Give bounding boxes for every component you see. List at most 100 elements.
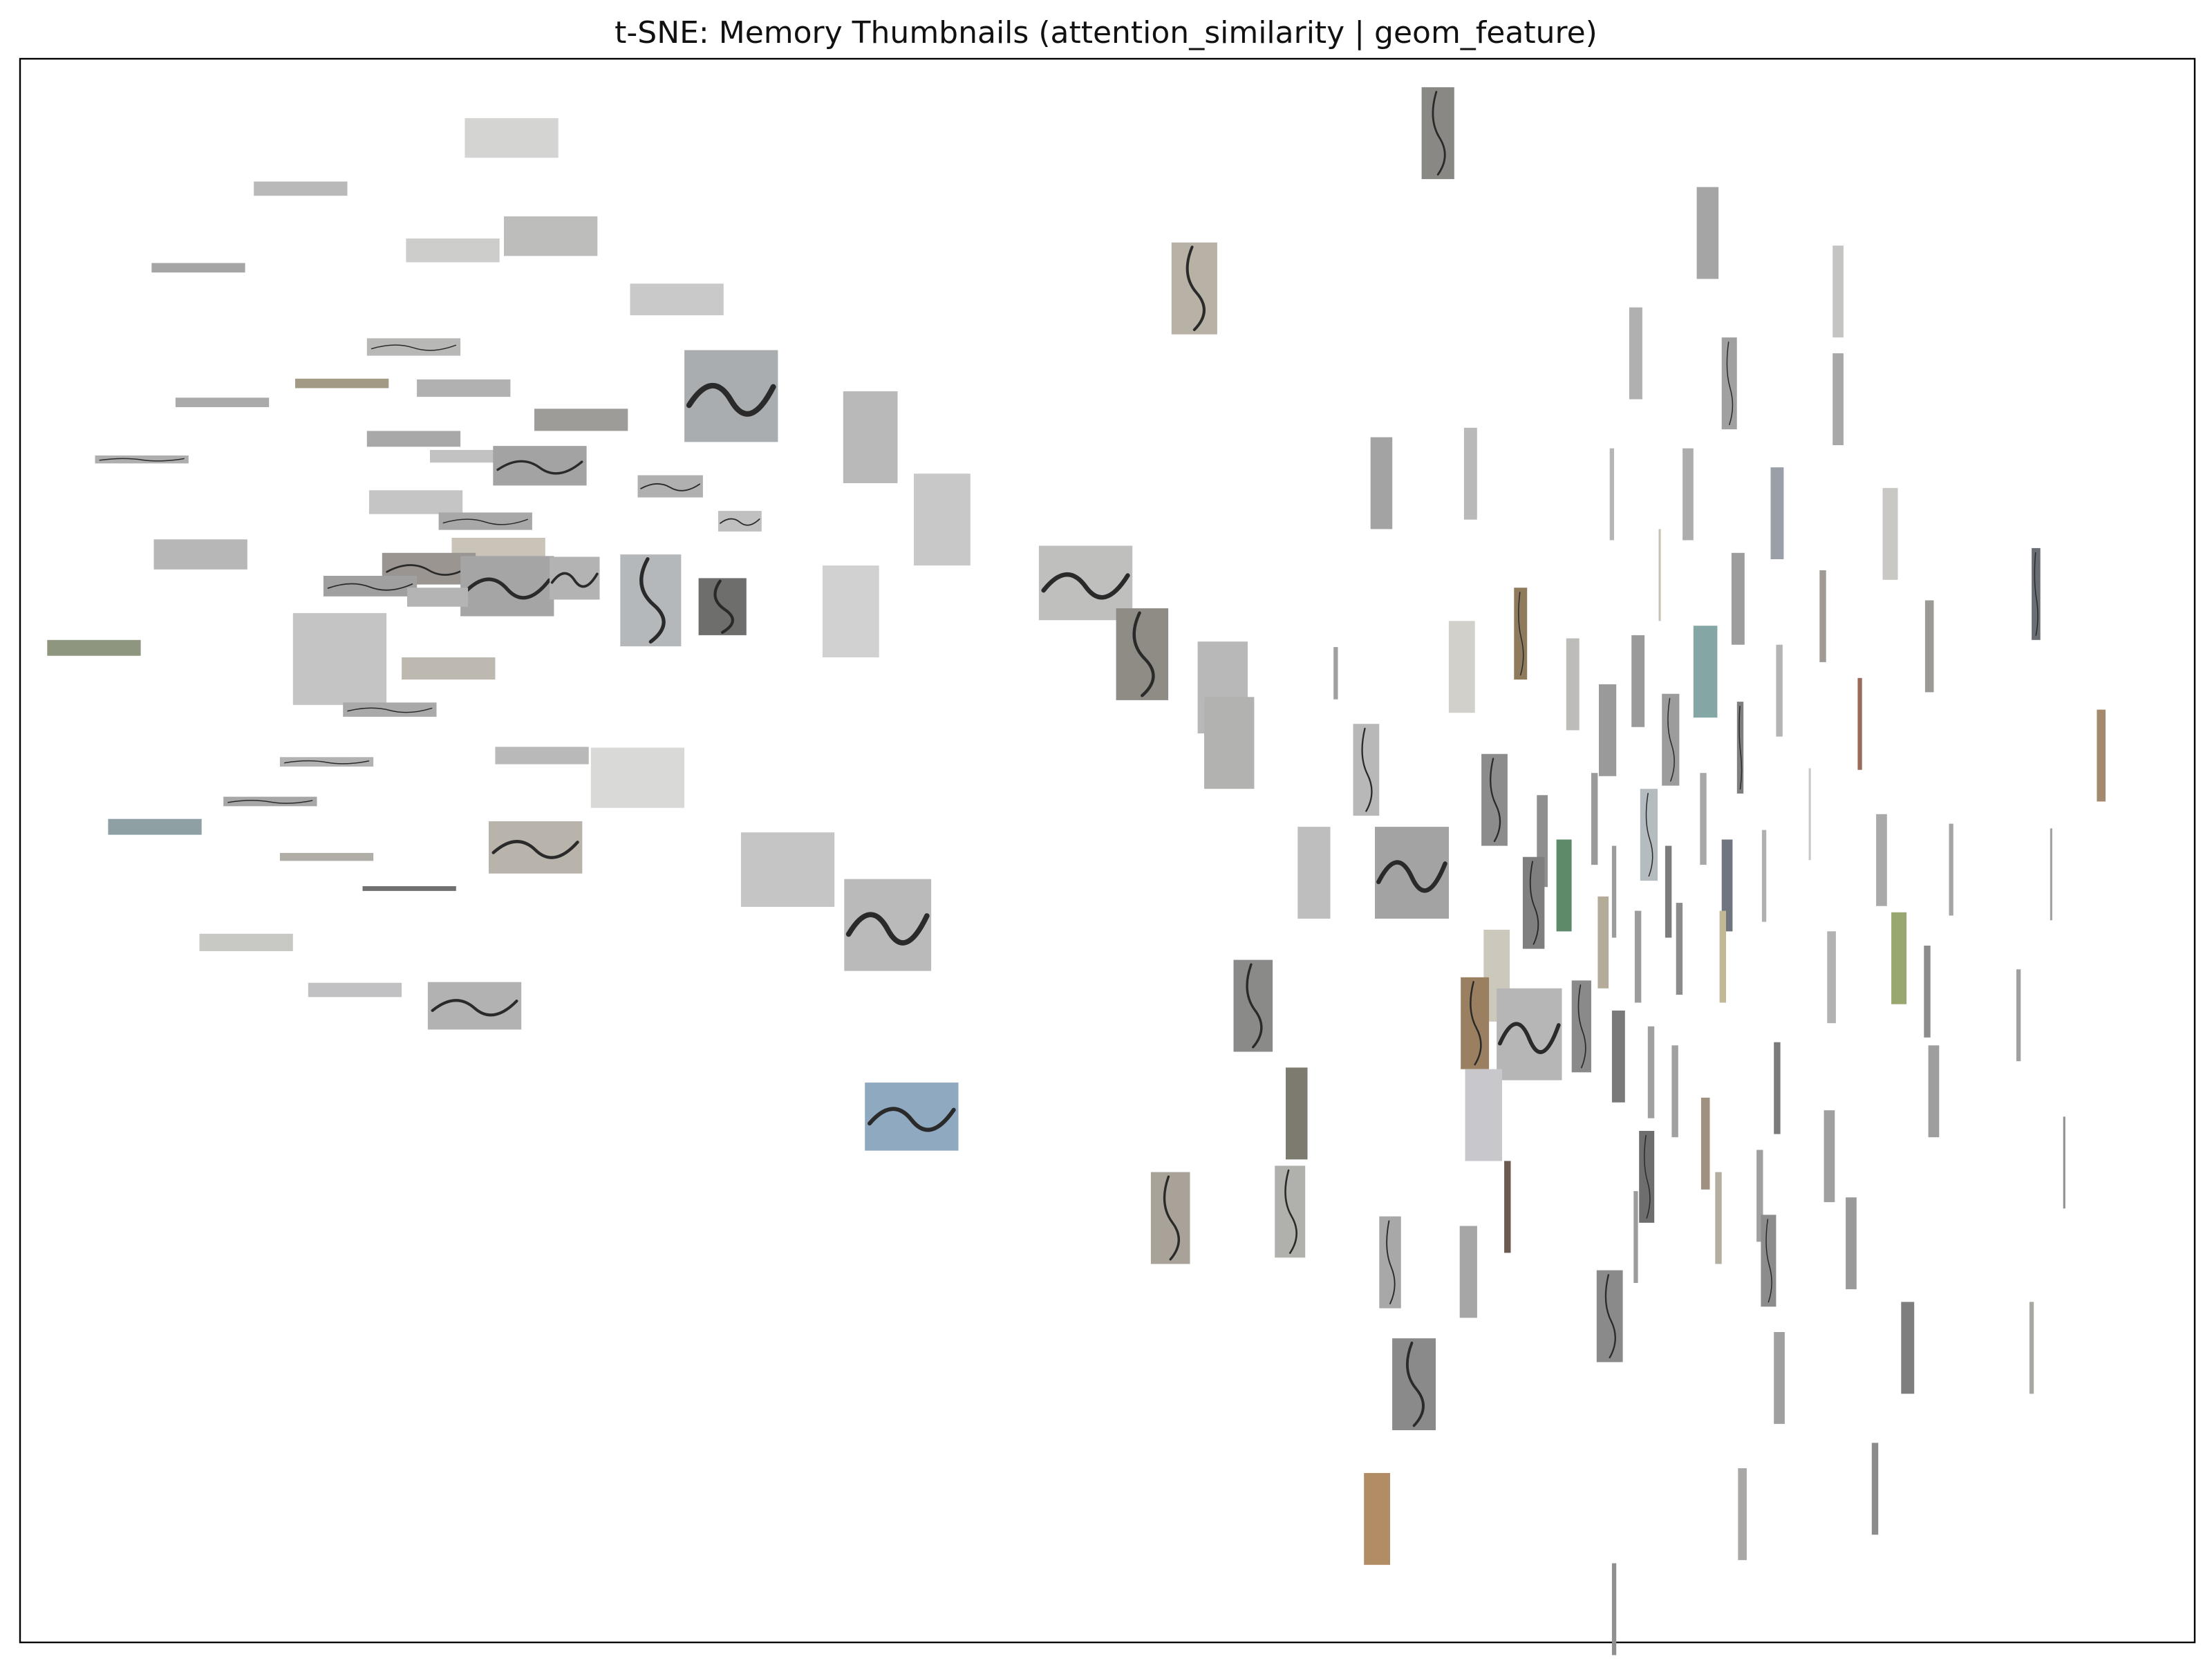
- thumbnail-point: [1824, 1110, 1835, 1203]
- thumbnail-point: [279, 852, 374, 861]
- crack-line: [1765, 1219, 1772, 1303]
- thumbnail-point: [718, 511, 762, 532]
- thumbnail-image: [1928, 1045, 1940, 1138]
- thumbnail-image: [406, 238, 500, 263]
- thumbnail-image: [1924, 600, 1934, 693]
- thumbnail-image: [1647, 1026, 1655, 1118]
- thumbnail-point: [279, 757, 374, 767]
- thumbnail-image: [1671, 1045, 1678, 1138]
- thumbnail-image: [1693, 626, 1718, 718]
- thumbnail-image: [1761, 830, 1767, 922]
- thumbnail-point: [1591, 773, 1598, 865]
- thumbnail-image: [2097, 709, 2106, 802]
- thumbnail-image: [1364, 1472, 1390, 1565]
- thumbnail-image: [504, 216, 598, 256]
- thumbnail-image: [1738, 1468, 1747, 1560]
- thumbnail-image: [1611, 1563, 1617, 1656]
- thumbnail-image: [1901, 1302, 1915, 1394]
- thumbnail-point: [1481, 753, 1508, 846]
- thumbnail-image: [1504, 1161, 1511, 1253]
- thumbnail-image: [1924, 946, 1931, 1038]
- thumbnail-image: [279, 852, 374, 861]
- thumbnail-image: [1204, 697, 1255, 789]
- thumbnail-point: [1857, 677, 1862, 770]
- crack-line: [1386, 1220, 1396, 1304]
- thumbnail-point: [417, 379, 511, 397]
- thumbnail-point: [223, 796, 317, 807]
- thumbnail-image: [1949, 823, 1953, 916]
- thumbnail-image: [1719, 910, 1726, 1003]
- thumbnail-point: [1204, 697, 1255, 789]
- thumbnail-point: [343, 702, 437, 717]
- thumbnail-image: [465, 118, 559, 158]
- thumbnail-image: [822, 565, 879, 657]
- crack-line: [639, 557, 666, 644]
- thumbnail-point: [1700, 1097, 1710, 1190]
- thumbnail-point: [1658, 529, 1661, 621]
- thumbnail-point: [489, 821, 583, 874]
- thumbnail-point: [1504, 1161, 1511, 1253]
- thumbnail-point: [295, 378, 389, 388]
- thumbnail-point: [1736, 702, 1744, 794]
- thumbnail-point: [1379, 1216, 1401, 1309]
- thumbnail-point: [1634, 910, 1642, 1003]
- crack-line: [431, 999, 518, 1017]
- crack-line: [1246, 963, 1263, 1049]
- thumbnail-point: [1808, 768, 1811, 861]
- thumbnail-point: [1497, 988, 1562, 1080]
- thumbnail-point: [151, 263, 245, 273]
- crack-line: [1738, 706, 1743, 790]
- thumbnail-point: [865, 1082, 959, 1151]
- thumbnail-point: [1846, 1197, 1857, 1290]
- thumbnail-point: [1375, 827, 1449, 919]
- thumbnail-image: [1833, 353, 1844, 445]
- crack-line: [1518, 592, 1524, 676]
- thumbnail-point: [1629, 307, 1642, 400]
- thumbnail-image: [2050, 828, 2052, 921]
- thumbnail-image: [47, 639, 141, 656]
- thumbnail-point: [1370, 437, 1393, 529]
- thumbnail-point: [323, 576, 418, 597]
- thumbnail-point: [1928, 1045, 1940, 1138]
- thumbnail-point: [1700, 773, 1707, 865]
- thumbnail-image: [493, 446, 587, 486]
- thumbnail-point: [407, 588, 469, 607]
- thumbnail-image: [1774, 1042, 1781, 1134]
- crack-line: [1490, 758, 1501, 843]
- thumbnail-point: [1599, 684, 1617, 776]
- thumbnail-point: [1609, 448, 1614, 541]
- thumbnail-image: [1846, 1197, 1857, 1290]
- crack-line: [99, 458, 185, 462]
- thumbnail-point: [1150, 1172, 1190, 1264]
- crack-line: [1726, 341, 1734, 426]
- crack-line: [1132, 611, 1155, 697]
- thumbnail-point: [495, 747, 589, 765]
- thumbnail-image: [1634, 910, 1642, 1003]
- thumbnail-image: [590, 747, 685, 808]
- thumbnail-image: [1629, 307, 1642, 400]
- thumbnail-image: [175, 397, 270, 407]
- thumbnail-point: [366, 431, 461, 447]
- thumbnail-point: [438, 512, 532, 530]
- thumbnail-image: [718, 511, 762, 532]
- thumbnail-image: [1609, 448, 1614, 541]
- thumbnail-image: [1370, 437, 1393, 529]
- thumbnail-point: [1647, 1026, 1655, 1118]
- crack-line: [640, 483, 701, 491]
- thumbnail-image: [1286, 1067, 1308, 1160]
- thumbnail-image: [108, 818, 202, 835]
- thumbnail-image: [1463, 427, 1477, 520]
- crack-line: [227, 800, 313, 804]
- thumbnail-point: [1882, 487, 1898, 580]
- thumbnail-point: [2097, 709, 2106, 802]
- thumbnail-image: [292, 612, 387, 705]
- thumbnail-point: [630, 283, 724, 316]
- thumbnail-image: [489, 821, 583, 874]
- thumbnail-image: [1591, 773, 1598, 865]
- thumbnail-image: [1819, 570, 1826, 662]
- thumbnail-image: [368, 490, 463, 514]
- crack-line: [845, 912, 930, 946]
- thumbnail-point: [1774, 1042, 1781, 1134]
- crack-line: [283, 760, 370, 765]
- thumbnail-image: [1676, 903, 1683, 995]
